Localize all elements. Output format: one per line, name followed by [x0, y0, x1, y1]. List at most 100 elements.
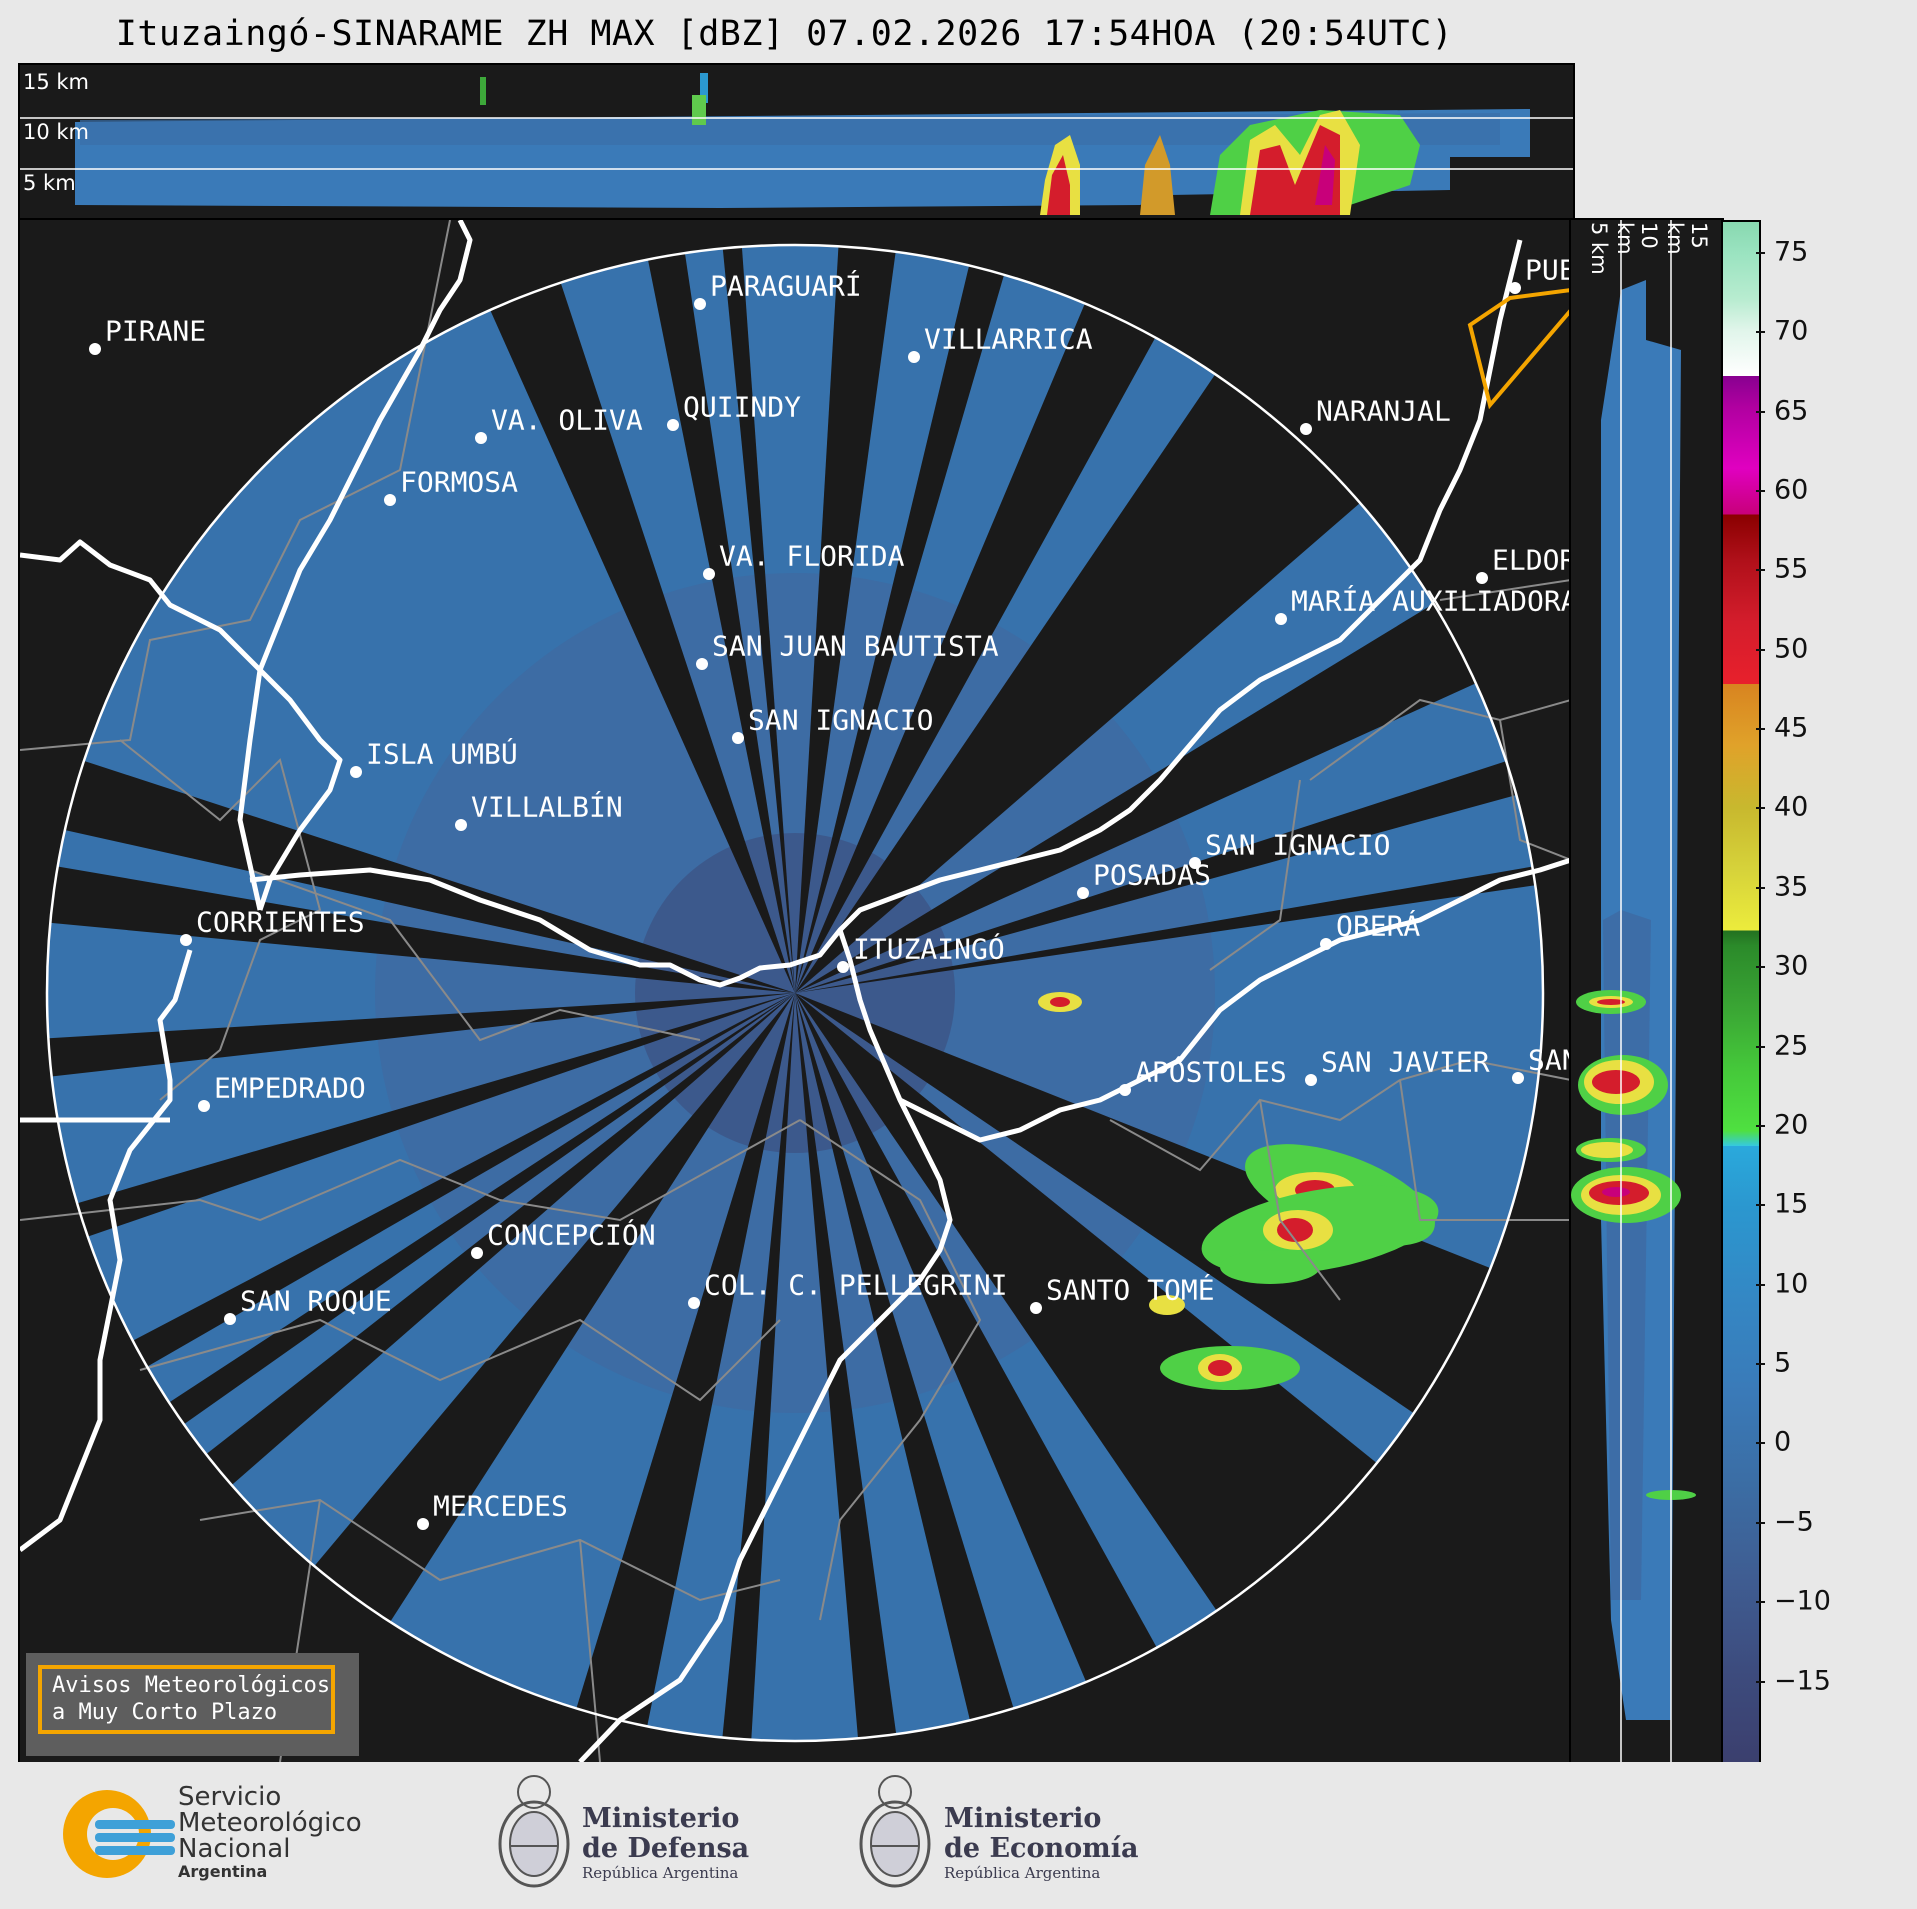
- city-label: VILLALBÍN: [471, 790, 623, 824]
- colorbar-tick-label: 5: [1774, 1347, 1792, 1379]
- city-label: PARAGUARÍ: [710, 269, 862, 303]
- radar-map-plot: [20, 220, 1571, 1762]
- city-marker: [1189, 857, 1201, 869]
- city-label: EMPEDRADO: [214, 1071, 366, 1105]
- city-marker: [732, 732, 744, 744]
- city-marker: [1509, 282, 1521, 294]
- colorbar-tick-label: 35: [1774, 871, 1809, 903]
- city-marker: [1077, 887, 1089, 899]
- alert-label: Avisos Meteorológicos a Muy Corto Plazo: [38, 1665, 335, 1734]
- economia-line-1: Ministerio: [944, 1803, 1102, 1834]
- smn-line-3: Nacional: [178, 1834, 291, 1864]
- side-alt-label-5: 5 km: [1587, 222, 1611, 275]
- colorbar-tick-label: 15: [1774, 1188, 1809, 1220]
- colorbar-tick-label: 50: [1774, 633, 1809, 665]
- city-label: MERCEDES: [433, 1489, 568, 1523]
- city-label: ISLA UMBÚ: [366, 737, 518, 771]
- city-marker: [475, 432, 487, 444]
- colorbar-tick-label: 30: [1774, 950, 1809, 982]
- city-marker: [1476, 572, 1488, 584]
- city-label: QUIINDY: [683, 390, 802, 424]
- city-marker: [417, 1518, 429, 1530]
- colorbar-tick-label: 75: [1774, 236, 1809, 268]
- country-borders: [20, 220, 1571, 1762]
- city-marker: [1320, 938, 1332, 950]
- defensa-seal-icon: [498, 1775, 570, 1888]
- city-marker: [350, 766, 362, 778]
- city-marker: [224, 1313, 236, 1325]
- city-label: PUERTO: [1525, 253, 1569, 287]
- colorbar-tick-label: −10: [1774, 1585, 1831, 1617]
- convective-cells: [1038, 992, 1439, 1390]
- range-ring: [45, 243, 1545, 1743]
- economia-logo-text: Ministerio de Economía República Argenti…: [944, 1803, 1139, 1883]
- city-marker: [908, 351, 920, 363]
- city-label: SAN IGNACIO: [1205, 828, 1391, 862]
- defensa-sub: República Argentina: [582, 1864, 739, 1882]
- city-label: SAN IGNACIO: [748, 703, 934, 737]
- city-marker: [1305, 1074, 1317, 1086]
- warning-polygon: [1467, 287, 1571, 410]
- smn-logo-text: Servicio Meteorológico Nacional Argentin…: [178, 1784, 362, 1882]
- city-marker: [180, 934, 192, 946]
- map-title: Ituzaingó-SINARAME ZH MAX [dBZ] 07.02.20…: [115, 14, 1454, 54]
- city-marker: [703, 568, 715, 580]
- city-label: SAN JUAN BAUTISTA: [712, 629, 999, 663]
- city-label: COL. C. PELLEGRINI: [704, 1268, 1008, 1302]
- city-label: SANTO TOMÉ: [1046, 1273, 1215, 1307]
- colorbar-tick-label: −5: [1774, 1506, 1814, 1538]
- smn-line-1: Servicio: [178, 1782, 282, 1812]
- colorbar-tick-label: 70: [1774, 315, 1809, 347]
- colorbar-tick-label: 25: [1774, 1030, 1809, 1062]
- city-marker: [837, 961, 849, 973]
- side-alt-label-15: 15 km: [1663, 222, 1711, 255]
- city-label: ELDORADO: [1492, 543, 1569, 577]
- side-cross-section-plot: [1571, 220, 1696, 1762]
- economia-sub: República Argentina: [944, 1864, 1101, 1882]
- top-cross-section: 15 km 10 km 5 km: [18, 63, 1575, 220]
- top-cross-section-plot: [20, 73, 1573, 215]
- colorbar-tick-label: 0: [1774, 1426, 1792, 1458]
- city-marker: [384, 494, 396, 506]
- city-marker: [89, 343, 101, 355]
- province-borders: [20, 220, 1571, 1762]
- city-label: SAN ROQUE: [240, 1284, 392, 1318]
- side-cross-section: 5 km 10 km 15 km: [1569, 218, 1724, 1764]
- city-marker: [1275, 613, 1287, 625]
- city-marker: [471, 1247, 483, 1259]
- city-label: NARANJAL: [1316, 394, 1451, 428]
- colorbar-tick-label: 65: [1774, 395, 1809, 426]
- top-alt-label-5: 5 km: [23, 171, 76, 195]
- defensa-line-1: Ministerio: [582, 1803, 740, 1834]
- city-marker: [694, 298, 706, 310]
- economia-line-2: de Economía: [944, 1833, 1139, 1864]
- alert-line-1: Avisos Meteorológicos: [52, 1673, 331, 1698]
- colorbar-tick-label: −15: [1774, 1665, 1831, 1697]
- city-marker: [1512, 1072, 1524, 1084]
- defensa-line-2: de Defensa: [582, 1833, 750, 1864]
- footer-logos: Servicio Meteorológico Nacional Argentin…: [0, 1762, 1917, 1909]
- city-label: VA. OLIVA: [491, 403, 643, 437]
- smn-logo-icon: [63, 1790, 175, 1878]
- colorbar-tick-label: 40: [1774, 791, 1809, 823]
- reflectivity-colorbar: [1721, 220, 1761, 1764]
- smn-line-2: Meteorológico: [178, 1808, 362, 1838]
- alert-box: Avisos Meteorológicos a Muy Corto Plazo: [26, 1653, 359, 1756]
- city-marker: [688, 1297, 700, 1309]
- city-label: CONCEPCIÓN: [487, 1218, 656, 1252]
- colorbar-tick-label: 45: [1774, 712, 1809, 744]
- side-alt-label-10: 10 km: [1613, 222, 1661, 255]
- city-markers: PARAGUARÍ VILLARRICA PIRANE QUIINDY VA. OLIV…: [89, 253, 1569, 1530]
- city-label: SAN: [1528, 1043, 1569, 1077]
- city-label: VILLARRICA: [924, 322, 1093, 356]
- economia-seal-icon: [859, 1775, 931, 1888]
- smn-line-4: Argentina: [178, 1862, 268, 1881]
- colorbar-tick-label: 60: [1774, 474, 1809, 506]
- defensa-logo-text: Ministerio de Defensa República Argentin…: [582, 1803, 750, 1883]
- city-marker: [667, 419, 679, 431]
- city-marker: [696, 658, 708, 670]
- city-label: SAN JAVIER: [1321, 1045, 1490, 1079]
- colorbar-tick-label: 20: [1774, 1109, 1809, 1141]
- city-label: PIRANE: [105, 314, 207, 348]
- city-label: VA. FLORIDA: [719, 539, 905, 573]
